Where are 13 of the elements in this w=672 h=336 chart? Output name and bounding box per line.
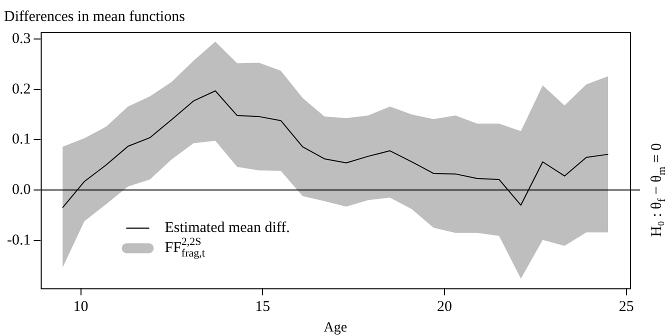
y-tick-label: 0.0 bbox=[12, 182, 31, 198]
chart-title: Differences in mean functions bbox=[4, 8, 186, 25]
x-tick-label: 20 bbox=[436, 299, 452, 316]
x-axis-title: Age bbox=[324, 320, 348, 336]
x-tick-label: 10 bbox=[73, 299, 88, 316]
x-tick-label: 25 bbox=[618, 299, 634, 316]
x-tick-label: 15 bbox=[255, 299, 270, 316]
y-tick-label: 0.2 bbox=[12, 81, 31, 98]
y-tick-label: 0.3 bbox=[12, 30, 31, 47]
y-tick-label: 0.1 bbox=[12, 132, 31, 148]
y-tick-label: -0.1 bbox=[6, 232, 31, 248]
legend-label: Estimated mean diff. bbox=[164, 220, 290, 236]
ref-line-label: H₀ : θf − θm = 0 bbox=[648, 143, 668, 237]
